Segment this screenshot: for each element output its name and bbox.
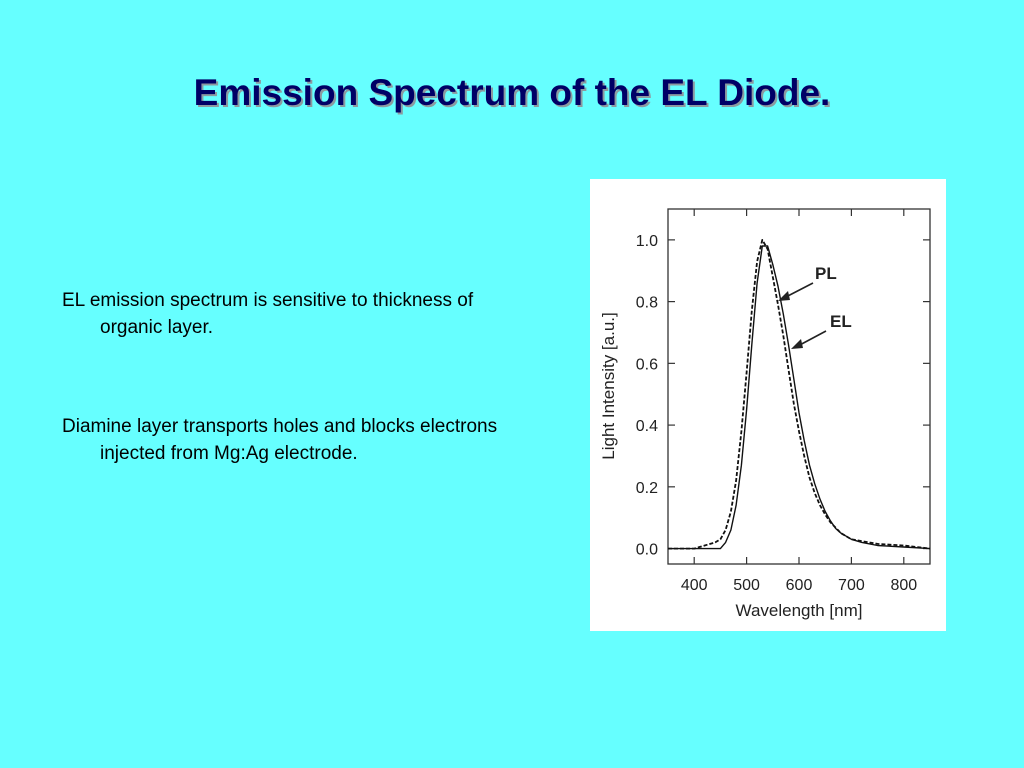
bullet-diamine-layer: Diamine layer transports holes and block… <box>62 416 498 464</box>
y-tick-label: 0.6 <box>636 356 658 373</box>
y-tick-label: 0.0 <box>636 542 658 559</box>
emission-spectrum-chart: 400 500 600 700 800 0.0 0.2 0.4 0.6 0.8 1.0 Wavele… <box>599 208 931 620</box>
x-tick-label: 400 <box>681 577 708 594</box>
emission-spectrum-figure: 400 500 600 700 800 0.0 0.2 0.4 0.6 0.8 1.0 Wavele… <box>590 179 946 631</box>
plot-frame <box>667 208 931 565</box>
bullet-list: EL emission spectrum is sensitive to thi… <box>62 287 502 539</box>
slide-title: Emission Spectrum of the EL Diode. <box>193 72 831 113</box>
annotation-pl-arrowhead <box>778 291 790 301</box>
annotation-pl-label: PL <box>815 264 837 283</box>
axis-ticks <box>668 209 930 564</box>
bullet-el-sensitivity: EL emission spectrum is sensitive to thi… <box>62 290 474 338</box>
y-tick-label: 1.0 <box>636 233 658 250</box>
x-tick-label: 600 <box>786 577 813 594</box>
annotation-el: EL <box>791 312 852 349</box>
x-tick-label: 700 <box>838 577 865 594</box>
y-tick-label: 0.8 <box>636 295 658 312</box>
x-axis-label: Wavelength [nm] <box>736 601 863 620</box>
x-tick-label: 800 <box>890 577 917 594</box>
series-layer <box>668 239 931 550</box>
series-line-pl <box>668 245 931 550</box>
tick-labels: 400 500 600 700 800 0.0 0.2 0.4 0.6 0.8 1.0 <box>636 233 917 594</box>
annotation-el-label: EL <box>830 312 852 331</box>
y-axis-label: Light Intensity [a.u.] <box>599 312 618 459</box>
y-tick-label: 0.4 <box>636 418 658 435</box>
annotation-el-arrowhead <box>791 339 803 349</box>
x-tick-label: 500 <box>733 577 760 594</box>
y-tick-label: 0.2 <box>636 480 658 497</box>
series-line-el <box>668 239 931 550</box>
annotation-pl: PL <box>778 264 837 301</box>
